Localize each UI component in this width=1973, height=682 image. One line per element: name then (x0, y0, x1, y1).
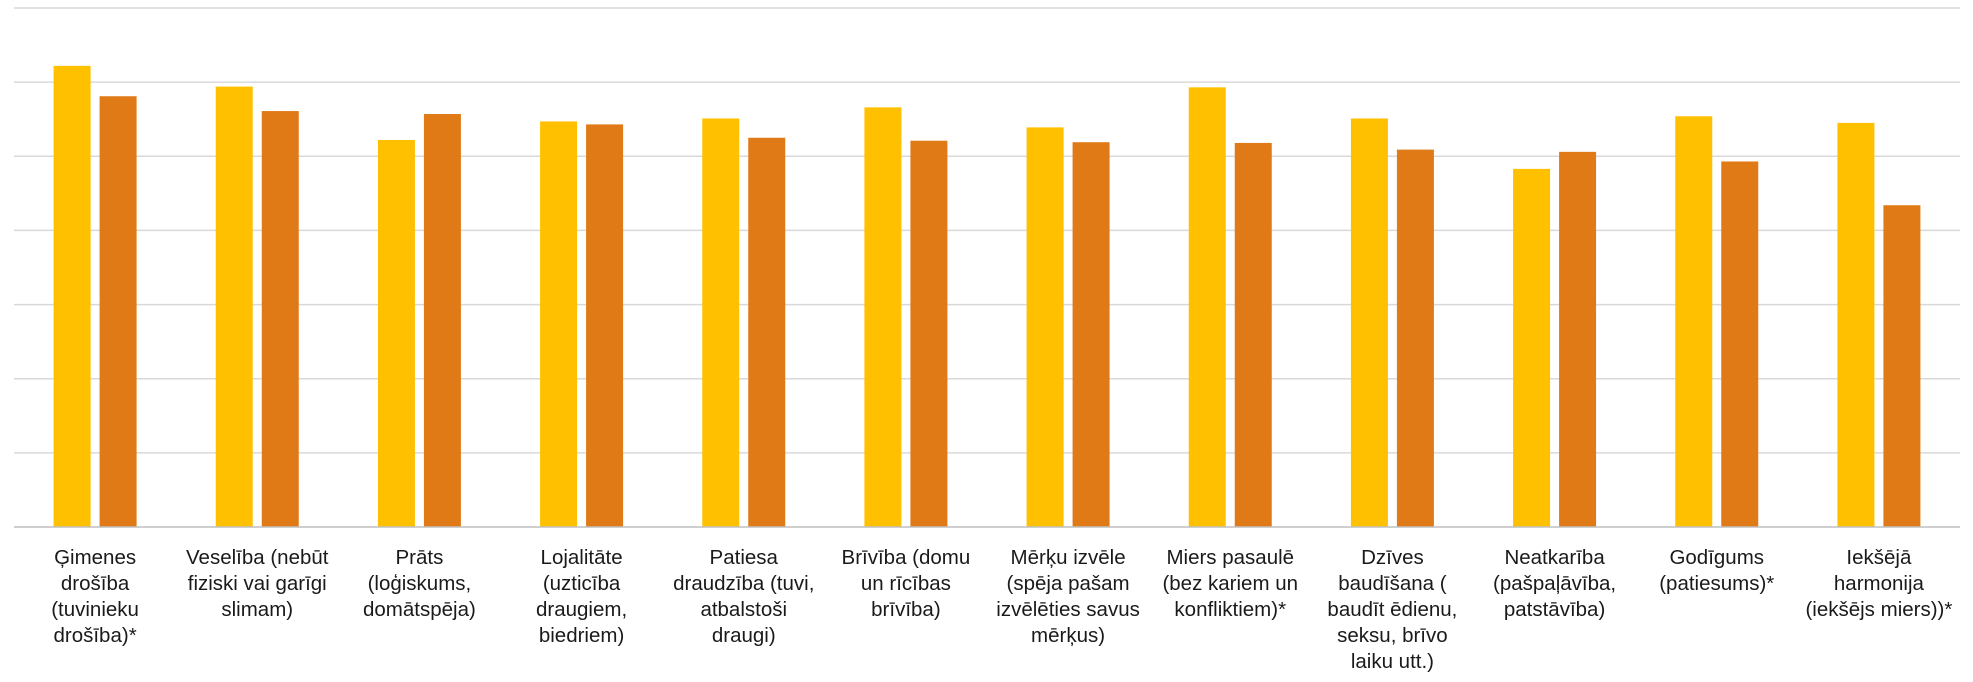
category-label-line: baudīt ēdienu, (1327, 598, 1458, 621)
bar-series-1-12 (1837, 122, 1875, 528)
bar-series-2-7 (1072, 142, 1110, 527)
category-label-line: harmonija (1833, 572, 1924, 595)
category-label-line: (iekšējs miers))* (1805, 598, 1953, 621)
category-label: Patiesa draudzība (tuvi, atbalstoši draugi) (666, 545, 822, 649)
bar-series-1-7 (1026, 127, 1064, 528)
category-label-line: fiziski vai garīgi (187, 572, 327, 595)
category-label: Iekšējā harmonija (iekšējs miers))* (1801, 545, 1957, 623)
category-label-line: Veselība (nebūt (186, 546, 329, 569)
category-label: Veselība (nebūt fiziski vai garīgi slimam) (179, 545, 335, 623)
gridlines (14, 7, 1960, 454)
category-label-line: brīvība) (871, 598, 941, 621)
category-label: Ģimenes drošība (tuvinieku drošība)* (17, 545, 173, 649)
category-label: Brīvība (domu un rīcības brīvība) (828, 545, 984, 623)
bar-series-2-9 (1396, 149, 1434, 527)
bar-series-1-4 (540, 121, 578, 527)
category-label: Prāts (loģiskums, domātspēja) (341, 545, 497, 623)
bar-series-2-2 (261, 111, 299, 528)
category-label: Neatkarība (pašpaļāvība, patstāvība) (1477, 545, 1633, 623)
bar-series-2-4 (586, 124, 624, 527)
bar-series-1-11 (1675, 116, 1713, 528)
category-label-line: (uzticība (542, 572, 621, 595)
category-label-line: draugi) (711, 624, 776, 647)
category-label-line: (spēja pašam (1006, 572, 1130, 595)
bar-series-1-1 (53, 65, 91, 528)
bar-series-1-5 (702, 118, 740, 528)
category-label-line: Prāts (loģiskums, (367, 546, 472, 595)
bar-series-2-8 (1234, 142, 1272, 527)
category-label-line: laiku utt.) (1350, 650, 1434, 673)
category-label-line: draugiem, (535, 598, 628, 621)
category-label: Lojalitāte (uzticība draugiem, biedriem) (504, 545, 660, 649)
category-label: Miers pasaulē (bez kariem un konfliktiem)* (1152, 545, 1308, 623)
bar-series-1-3 (377, 139, 415, 527)
category-label-line: (bez kariem un (1162, 572, 1299, 595)
category-label-line: biedriem) (538, 624, 625, 647)
category-label-line: draudzība (tuvi, (673, 572, 815, 595)
category-label-line: Neatkarība (1504, 546, 1605, 569)
bar-series-1-10 (1513, 168, 1551, 527)
bar-series-2-1 (99, 96, 137, 527)
category-label-line: domātspēja) (363, 598, 476, 621)
category-label-line: drošība)* (53, 624, 137, 647)
category-label-line: (pašpaļāvība, (1493, 572, 1617, 595)
bar-series-2-5 (748, 137, 786, 527)
category-label-line: Lojalitāte (540, 546, 623, 569)
category-label-line: baudīšana ( (1338, 572, 1447, 595)
bar-series-2-10 (1559, 151, 1597, 527)
category-label-line: atbalstoši (700, 598, 788, 621)
category-label-line: Patiesa (709, 546, 778, 569)
category-label-line: konfliktiem)* (1174, 598, 1287, 621)
bar-series-2-3 (423, 114, 461, 527)
category-label-line: patstāvība) (1503, 598, 1606, 621)
category-label-line: Iekšējā (1846, 546, 1912, 569)
category-label: Mērķu izvēle (spēja pašam izvēlēties savus… (990, 545, 1146, 649)
category-label-line: Brīvība (domu (841, 546, 971, 569)
bar-series-1-8 (1188, 87, 1226, 527)
category-label-line: (patiesums)* (1659, 572, 1775, 595)
category-label-line: Dzīves (1361, 546, 1424, 569)
category-label-line: (tuvinieku (51, 598, 139, 621)
category-label-line: izvēlēties savus (996, 598, 1140, 621)
category-label: Godīgums (patiesums)* (1639, 545, 1795, 597)
bars (53, 65, 1921, 528)
category-label-line: Ģimenes drošība (54, 546, 137, 595)
category-label-line: slimam) (221, 598, 294, 621)
bar-series-2-11 (1721, 161, 1759, 527)
bar-series-1-9 (1350, 118, 1388, 528)
bar-series-1-6 (864, 107, 902, 527)
category-label-line: un rīcības (860, 572, 951, 595)
category-label-line: Mērķu izvēle (1010, 546, 1126, 569)
bar-series-2-6 (910, 140, 948, 528)
category-label-line: mērķus) (1031, 624, 1106, 647)
category-label: Dzīves baudīšana ( baudīt ēdienu, seksu, br… (1314, 545, 1470, 675)
bar-series-1-2 (215, 86, 253, 527)
bar-series-2-12 (1883, 205, 1921, 527)
category-label-line: Miers pasaulē (1166, 546, 1295, 569)
category-label-line: seksu, brīvo (1337, 624, 1448, 647)
category-label-line: Godīgums (1669, 546, 1765, 569)
